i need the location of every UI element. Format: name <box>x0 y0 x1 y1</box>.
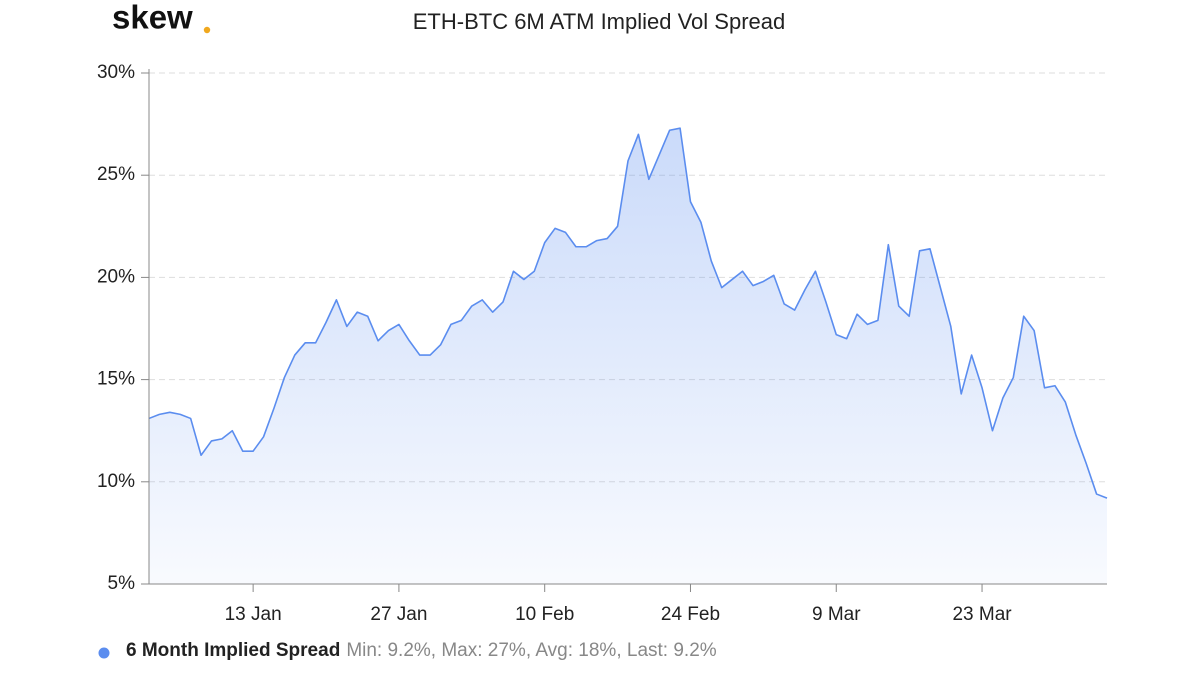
axes: 5% 10% 15% 20% 25% 30% 13 Jan 27 Jan 10 Feb 24 Fe… <box>97 62 1107 625</box>
x-tick-label: 10 Feb <box>515 604 574 625</box>
x-tick-label: 13 Jan <box>225 604 282 625</box>
y-tick-label: 10% <box>97 471 135 492</box>
x-tick-label: 9 Mar <box>812 604 861 625</box>
y-tick-label: 30% <box>97 62 135 83</box>
area-fill <box>149 128 1107 584</box>
legend-marker <box>98 647 110 659</box>
plot-area <box>148 127 1108 584</box>
y-tick-label: 15% <box>97 369 135 390</box>
x-tick-label: 23 Mar <box>952 604 1012 625</box>
y-tick-label: 25% <box>97 164 135 185</box>
line <box>148 127 1108 499</box>
legend-stats: Min: 9.2%, Max: 27%, Avg: 18%, Last: 9.2… <box>346 640 716 661</box>
x-tick-label: 27 Jan <box>370 604 427 625</box>
y-tick-label: 5% <box>108 573 136 594</box>
chart-title: ETH-BTC 6M ATM Implied Vol Spread <box>413 9 786 34</box>
logo-dot <box>203 26 211 34</box>
y-tick-label: 20% <box>97 266 135 287</box>
legend: 6 Month Implied Spread Min: 9.2%, Max: 27… <box>98 640 717 661</box>
logo: skew <box>112 0 193 36</box>
x-tick-label: 24 Feb <box>661 604 720 625</box>
legend-label[interactable]: 6 Month Implied Spread <box>126 640 340 661</box>
